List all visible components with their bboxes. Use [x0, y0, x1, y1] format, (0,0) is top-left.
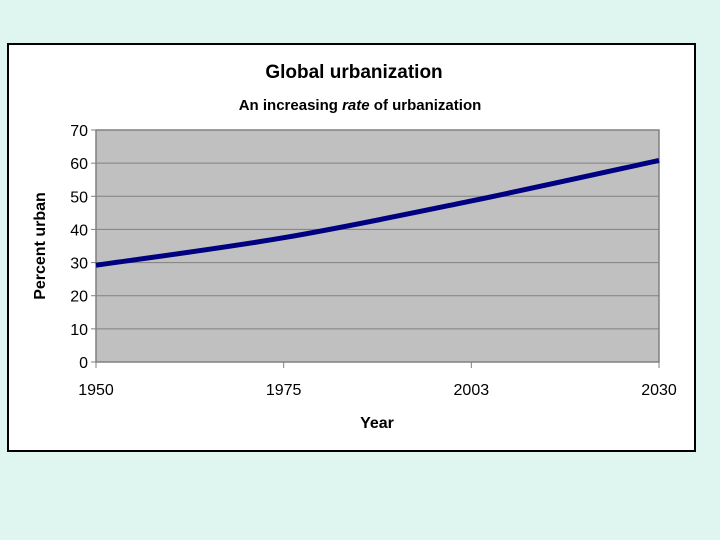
y-tick-label: 60 — [70, 156, 88, 173]
y-tick-label: 50 — [70, 189, 88, 206]
chart-title: Global urbanization — [265, 62, 442, 83]
subtitle-emphasis: rate — [342, 97, 370, 114]
y-tick-label: 70 — [70, 123, 88, 140]
chart-subtitle: An increasing rate of urbanization — [239, 97, 482, 114]
x-axis-label: Year — [360, 415, 394, 432]
y-tick-label: 40 — [70, 222, 88, 239]
plot-area — [95, 129, 660, 363]
series-line — [95, 158, 660, 268]
y-tick-label: 10 — [70, 322, 88, 339]
y-tick-label: 30 — [70, 256, 88, 273]
y-axis-label: Percent urban — [32, 192, 49, 300]
y-tick-label: 0 — [79, 355, 88, 372]
subtitle-part: of urbanization — [370, 97, 482, 114]
y-tick-label: 20 — [70, 289, 88, 306]
x-tick-label: 2003 — [454, 382, 490, 399]
x-tick-label: 1975 — [266, 382, 302, 399]
subtitle-part: An increasing — [239, 97, 342, 114]
x-tick-label: 1950 — [78, 382, 114, 399]
x-tick-label: 2030 — [641, 382, 677, 399]
